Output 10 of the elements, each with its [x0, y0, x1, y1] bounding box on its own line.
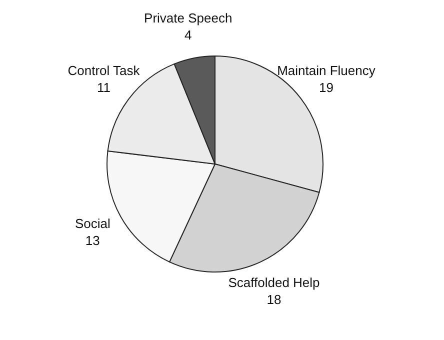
slice-label: Scaffolded Help	[228, 274, 320, 290]
slice-label: Social	[74, 216, 110, 232]
data-label: 19	[319, 80, 334, 95]
data-label: 4	[184, 28, 192, 43]
slice-label: Private Speech	[144, 10, 232, 26]
slice-label: Maintain Fluency	[277, 62, 376, 78]
data-label: 18	[266, 292, 282, 307]
slice-label: Control Task	[68, 62, 140, 78]
data-label: 11	[97, 80, 111, 95]
data-label: 13	[85, 233, 100, 248]
